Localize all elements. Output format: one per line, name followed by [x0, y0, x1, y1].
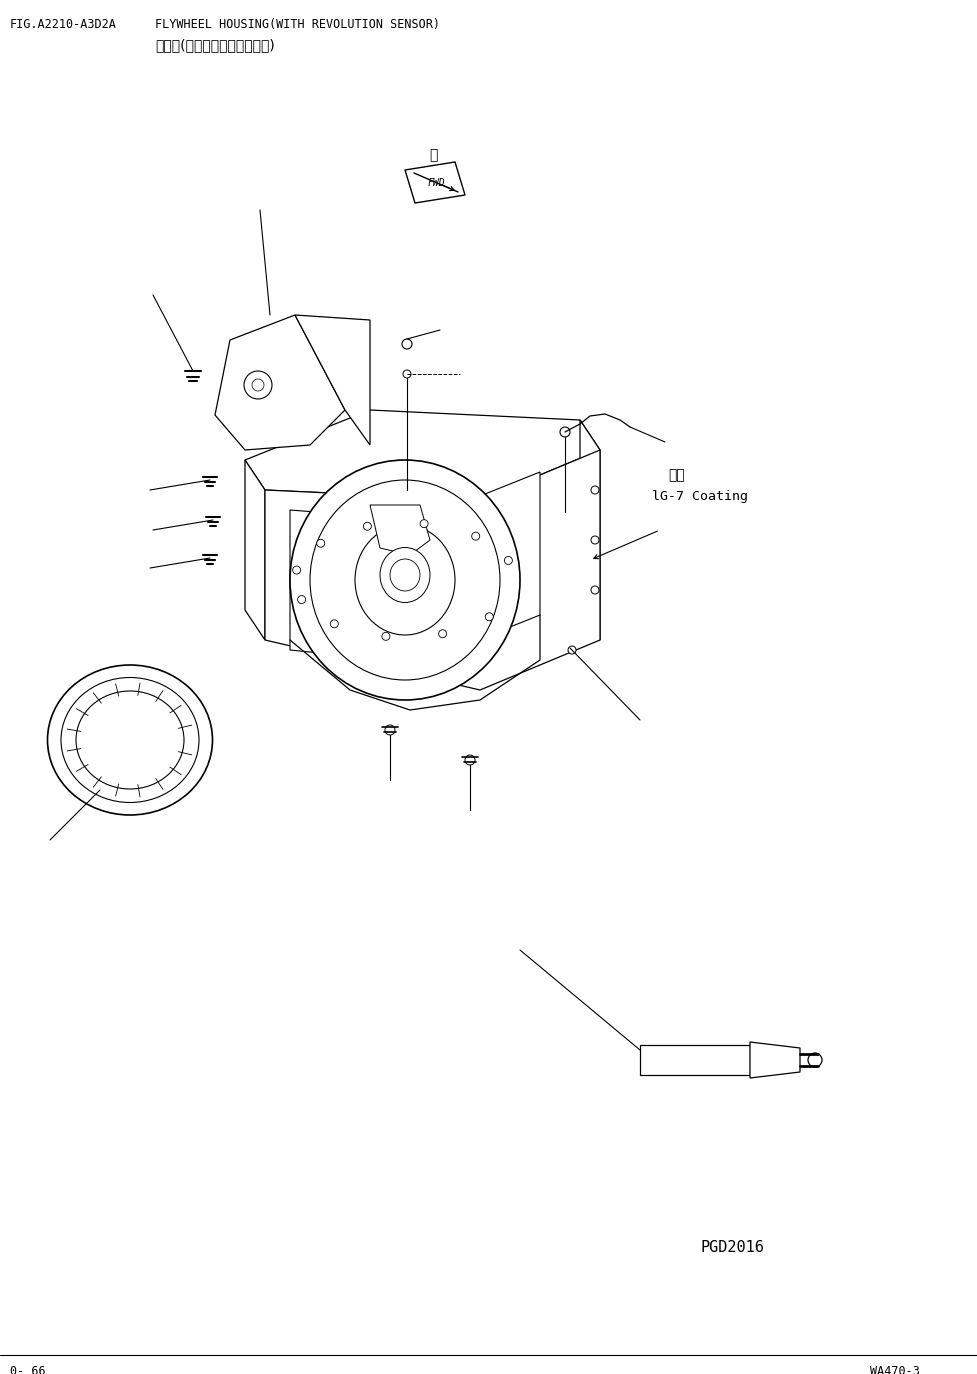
Circle shape	[363, 522, 371, 530]
Circle shape	[385, 725, 395, 735]
Ellipse shape	[48, 665, 212, 815]
Polygon shape	[215, 315, 345, 451]
Circle shape	[243, 371, 272, 398]
Text: FWD: FWD	[427, 179, 445, 188]
Circle shape	[292, 566, 300, 574]
Circle shape	[464, 754, 475, 765]
Polygon shape	[404, 162, 464, 203]
Circle shape	[590, 536, 598, 544]
Circle shape	[438, 629, 446, 638]
Text: lG-7 Coating: lG-7 Coating	[652, 491, 747, 503]
Ellipse shape	[310, 480, 499, 680]
Circle shape	[485, 613, 492, 621]
Text: 0- 66: 0- 66	[10, 1364, 46, 1374]
Polygon shape	[245, 460, 265, 640]
Text: PGD2016: PGD2016	[700, 1239, 763, 1254]
Circle shape	[403, 370, 410, 378]
Ellipse shape	[355, 525, 454, 635]
Polygon shape	[245, 409, 599, 500]
Circle shape	[471, 532, 479, 540]
Text: WA470-3: WA470-3	[870, 1364, 919, 1374]
Circle shape	[504, 556, 512, 565]
Polygon shape	[579, 420, 599, 640]
Circle shape	[297, 595, 306, 603]
Text: FLYWHEEL HOUSING(WITH REVOLUTION SENSOR): FLYWHEEL HOUSING(WITH REVOLUTION SENSOR)	[154, 18, 440, 32]
Polygon shape	[290, 473, 539, 664]
Circle shape	[590, 486, 598, 495]
Ellipse shape	[76, 691, 184, 789]
Polygon shape	[749, 1041, 799, 1079]
Ellipse shape	[390, 559, 419, 591]
Ellipse shape	[290, 460, 520, 699]
Text: 飞轮屘(带有发动机转数传感器): 飞轮屘(带有发动机转数传感器)	[154, 38, 275, 52]
Circle shape	[381, 632, 390, 640]
Ellipse shape	[61, 677, 198, 802]
Polygon shape	[295, 315, 369, 445]
Circle shape	[807, 1052, 821, 1068]
Circle shape	[560, 427, 570, 437]
Text: 前: 前	[428, 148, 437, 162]
Polygon shape	[639, 1046, 749, 1074]
Circle shape	[568, 646, 575, 654]
Ellipse shape	[380, 547, 430, 603]
Circle shape	[590, 585, 598, 594]
Circle shape	[252, 379, 264, 392]
Circle shape	[317, 539, 324, 547]
Polygon shape	[265, 451, 599, 690]
Circle shape	[402, 339, 411, 349]
Text: FIG.A2210-A3D2A: FIG.A2210-A3D2A	[10, 18, 117, 32]
Text: 涂层: 涂层	[667, 469, 684, 482]
Circle shape	[420, 519, 428, 528]
Polygon shape	[369, 506, 430, 555]
Circle shape	[330, 620, 338, 628]
